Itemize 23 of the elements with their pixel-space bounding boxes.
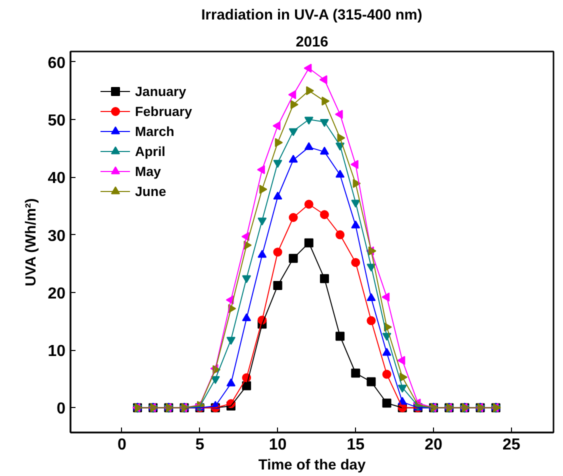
x-tick-label: 0 xyxy=(117,436,126,454)
y-axis-title: UVA (Wh/m²) xyxy=(24,198,40,286)
legend-label: January xyxy=(135,84,186,98)
y-tick-label: 20 xyxy=(48,285,66,302)
chart-title: Irradiation in UV-A (315-400 nm) xyxy=(201,8,422,24)
legend-label: March xyxy=(135,124,174,138)
y-tick-label: 30 xyxy=(48,228,66,245)
legend-label: May xyxy=(135,164,161,178)
y-tick-label: 50 xyxy=(48,112,66,130)
x-tick-label: 15 xyxy=(346,436,365,454)
y-tick-label: 0 xyxy=(56,400,66,418)
y-tick-label: 40 xyxy=(48,170,66,188)
x-tick-label: 10 xyxy=(268,436,287,454)
y-tick-label: 10 xyxy=(48,343,66,360)
legend-label: February xyxy=(135,104,192,118)
y-tick-label: 60 xyxy=(48,54,66,72)
x-tick-label: 5 xyxy=(195,436,204,454)
chart-subtitle: 2016 xyxy=(296,34,328,50)
legend-label: June xyxy=(135,184,166,198)
legend-label: April xyxy=(135,144,166,158)
x-tick-label: 25 xyxy=(502,436,520,454)
x-axis-title: Time of the day xyxy=(258,458,366,474)
x-tick-label: 20 xyxy=(424,436,443,454)
